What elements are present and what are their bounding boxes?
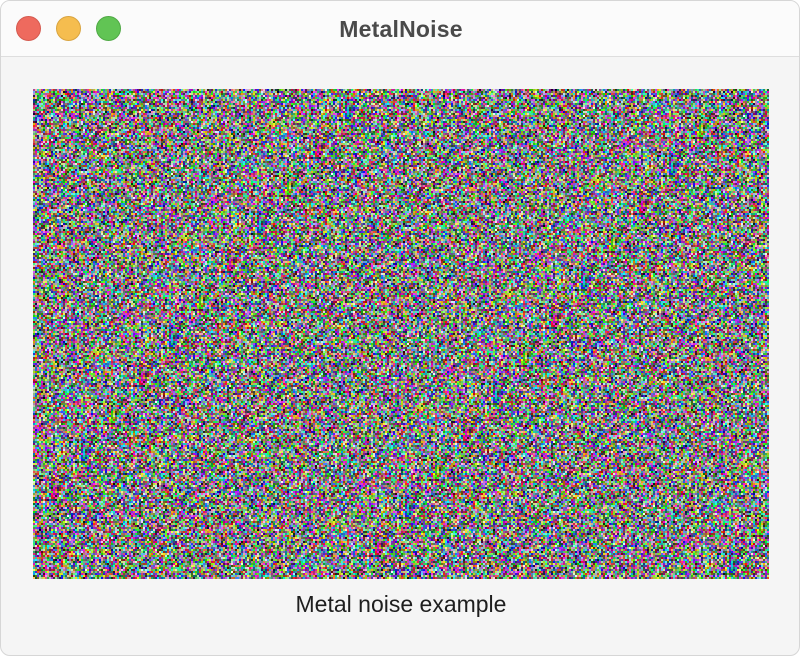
window-title: MetalNoise <box>339 16 463 42</box>
noise-view <box>33 89 769 579</box>
title-bar[interactable]: MetalNoise <box>1 1 799 57</box>
close-button[interactable] <box>16 16 41 41</box>
zoom-button[interactable] <box>96 16 121 41</box>
noise-canvas <box>33 89 769 579</box>
caption-label: Metal noise example <box>295 591 507 617</box>
minimize-button[interactable] <box>56 16 81 41</box>
